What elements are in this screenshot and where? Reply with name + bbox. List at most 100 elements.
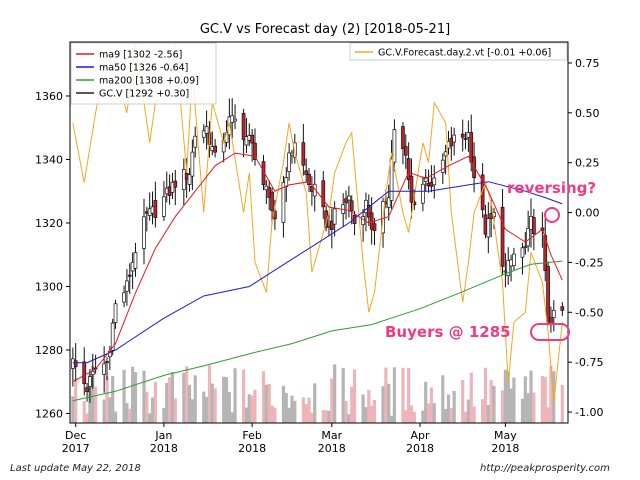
candle bbox=[349, 195, 354, 225]
volume-bar bbox=[364, 407, 368, 423]
volume-bar bbox=[350, 386, 354, 423]
volume-bar bbox=[173, 398, 177, 423]
volume-bar bbox=[307, 397, 311, 423]
candle bbox=[304, 158, 309, 183]
volume-bar bbox=[486, 405, 490, 423]
candle bbox=[253, 128, 257, 166]
volume-bar bbox=[384, 367, 388, 423]
candle-body bbox=[88, 376, 92, 387]
volume-bar bbox=[111, 375, 115, 423]
volume-bar bbox=[441, 375, 445, 423]
candle-body bbox=[287, 152, 291, 172]
candle bbox=[110, 318, 115, 356]
candle bbox=[486, 202, 491, 254]
candle-body bbox=[532, 217, 536, 234]
candle-body bbox=[102, 363, 106, 375]
candle-body bbox=[301, 142, 306, 166]
volume-bar bbox=[466, 399, 470, 423]
ma50-line bbox=[72, 181, 563, 364]
candle bbox=[270, 187, 274, 225]
candle bbox=[287, 143, 291, 181]
volume-bar bbox=[162, 408, 166, 423]
x-tick-year: 2018 bbox=[406, 442, 434, 455]
legend-label: ma200 [1308 +0.09] bbox=[99, 76, 199, 87]
volume-bar bbox=[392, 367, 397, 423]
volume-bar bbox=[481, 399, 485, 423]
volume-bar bbox=[304, 404, 308, 423]
candle-body bbox=[329, 220, 334, 230]
candle-body bbox=[193, 135, 198, 148]
candle-body bbox=[520, 247, 525, 258]
volume-bar bbox=[452, 390, 456, 423]
candle-body bbox=[110, 322, 115, 351]
volume-bar bbox=[407, 367, 411, 423]
candle-body bbox=[423, 176, 428, 182]
volume-bar bbox=[187, 384, 192, 423]
x-tick-month: May bbox=[494, 429, 517, 442]
candle-body bbox=[125, 280, 129, 292]
candle-body bbox=[233, 118, 237, 122]
candle-body bbox=[304, 170, 309, 175]
candle-body bbox=[372, 223, 377, 231]
candle-body bbox=[344, 198, 348, 204]
volume-bar bbox=[512, 377, 516, 423]
volume-bar bbox=[193, 375, 197, 423]
candle-body bbox=[213, 145, 217, 153]
legend-right-box bbox=[349, 42, 568, 61]
legend-left: ma9 [1302 -2.56] ma50 [1326 -0.64] ma200 [… bbox=[70, 42, 217, 105]
volume-bar bbox=[105, 375, 109, 423]
candle bbox=[244, 117, 249, 153]
volume-bar bbox=[520, 398, 525, 423]
left-tick-label: 1320 bbox=[35, 217, 63, 230]
candle-body bbox=[349, 200, 354, 212]
volume-bar bbox=[540, 375, 544, 423]
candle-body bbox=[73, 360, 78, 368]
candle-body bbox=[506, 260, 511, 277]
volume-bar bbox=[270, 405, 274, 423]
volume-bar bbox=[182, 372, 186, 423]
volume-bar bbox=[273, 407, 277, 423]
volume-bar bbox=[503, 369, 507, 423]
right-tick-label: -0.25 bbox=[575, 256, 603, 269]
left-tick-label: 1340 bbox=[35, 153, 63, 166]
candle-body bbox=[142, 216, 146, 249]
volume-bar bbox=[381, 386, 385, 423]
volume-bar bbox=[424, 381, 428, 423]
candle bbox=[162, 181, 166, 222]
annotation-buyers: Buyers @ 1285 bbox=[385, 323, 511, 341]
right-tick-label: 0.00 bbox=[575, 207, 600, 220]
candle-body bbox=[452, 134, 457, 143]
candle bbox=[421, 176, 425, 212]
right-tick-label: 0.75 bbox=[575, 57, 600, 70]
legend-label: GC.V.Forecast.day.2.vt [-0.01 +0.06] bbox=[378, 48, 551, 59]
volume-bar bbox=[310, 412, 314, 423]
candle bbox=[142, 198, 146, 265]
volume-bar bbox=[506, 371, 510, 423]
candle bbox=[452, 127, 457, 156]
volume-bar bbox=[222, 376, 226, 423]
candle-body bbox=[500, 206, 505, 267]
candle-body bbox=[409, 175, 414, 203]
candle-body bbox=[460, 133, 465, 138]
x-tick-year: 2018 bbox=[150, 442, 178, 455]
right-tick-label: 0.50 bbox=[575, 107, 600, 120]
volume-bar bbox=[361, 394, 365, 423]
candle bbox=[506, 247, 511, 285]
volume-bar bbox=[227, 391, 231, 423]
candle bbox=[85, 382, 89, 402]
volume-bar bbox=[131, 366, 135, 423]
candle bbox=[344, 190, 348, 220]
candle-body bbox=[204, 126, 209, 134]
x-tick-month: Mar bbox=[321, 429, 342, 442]
candle-body bbox=[122, 292, 126, 303]
candle-body bbox=[440, 159, 445, 173]
volume-bar bbox=[352, 369, 357, 423]
candle-body bbox=[292, 142, 297, 158]
candle bbox=[201, 124, 206, 144]
volume-bar bbox=[125, 403, 129, 423]
candle bbox=[403, 134, 408, 169]
candle bbox=[500, 188, 505, 275]
candle bbox=[321, 171, 326, 219]
candle bbox=[560, 301, 565, 317]
volume-bar bbox=[170, 371, 175, 423]
